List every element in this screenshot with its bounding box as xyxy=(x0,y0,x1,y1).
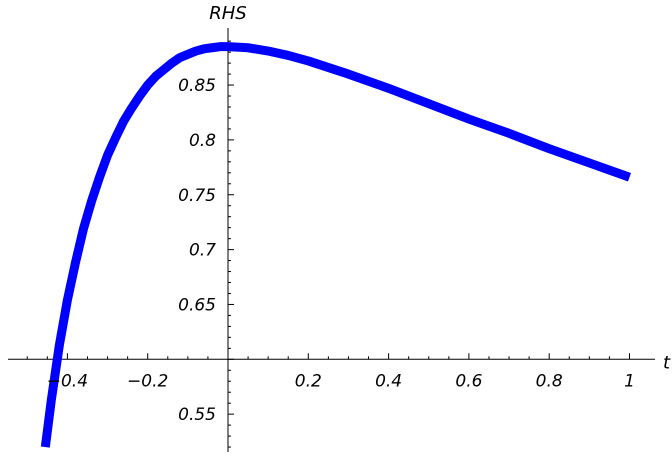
y-axis-label: RHS xyxy=(209,3,246,24)
x-tick-label: 0.4 xyxy=(375,371,402,391)
x-tick-label: 0.6 xyxy=(455,371,482,391)
y-tick-label: 0.55 xyxy=(178,405,216,425)
y-tick-label: 0.85 xyxy=(178,76,216,96)
y-tick-label: 0.75 xyxy=(178,186,216,206)
x-tick-label: 0.8 xyxy=(536,371,563,391)
x-tick-label: −0.2 xyxy=(127,371,168,391)
series-line xyxy=(40,42,632,448)
x-tick-label: 1 xyxy=(624,371,635,391)
ticks xyxy=(26,40,630,448)
x-axis-label: t xyxy=(663,352,671,373)
tick-labels: −0.4 −0.2 0.2 0.4 0.6 0.8 1 0.55 0.65 0.7 0.75 0.8 0… xyxy=(47,76,635,425)
y-tick-label: 0.8 xyxy=(189,131,216,151)
x-tick-label: 0.2 xyxy=(295,371,322,391)
y-tick-label: 0.65 xyxy=(178,295,216,315)
y-tick-label: 0.7 xyxy=(189,241,216,261)
x-tick-label: −0.4 xyxy=(47,371,88,391)
series-group xyxy=(40,42,632,448)
